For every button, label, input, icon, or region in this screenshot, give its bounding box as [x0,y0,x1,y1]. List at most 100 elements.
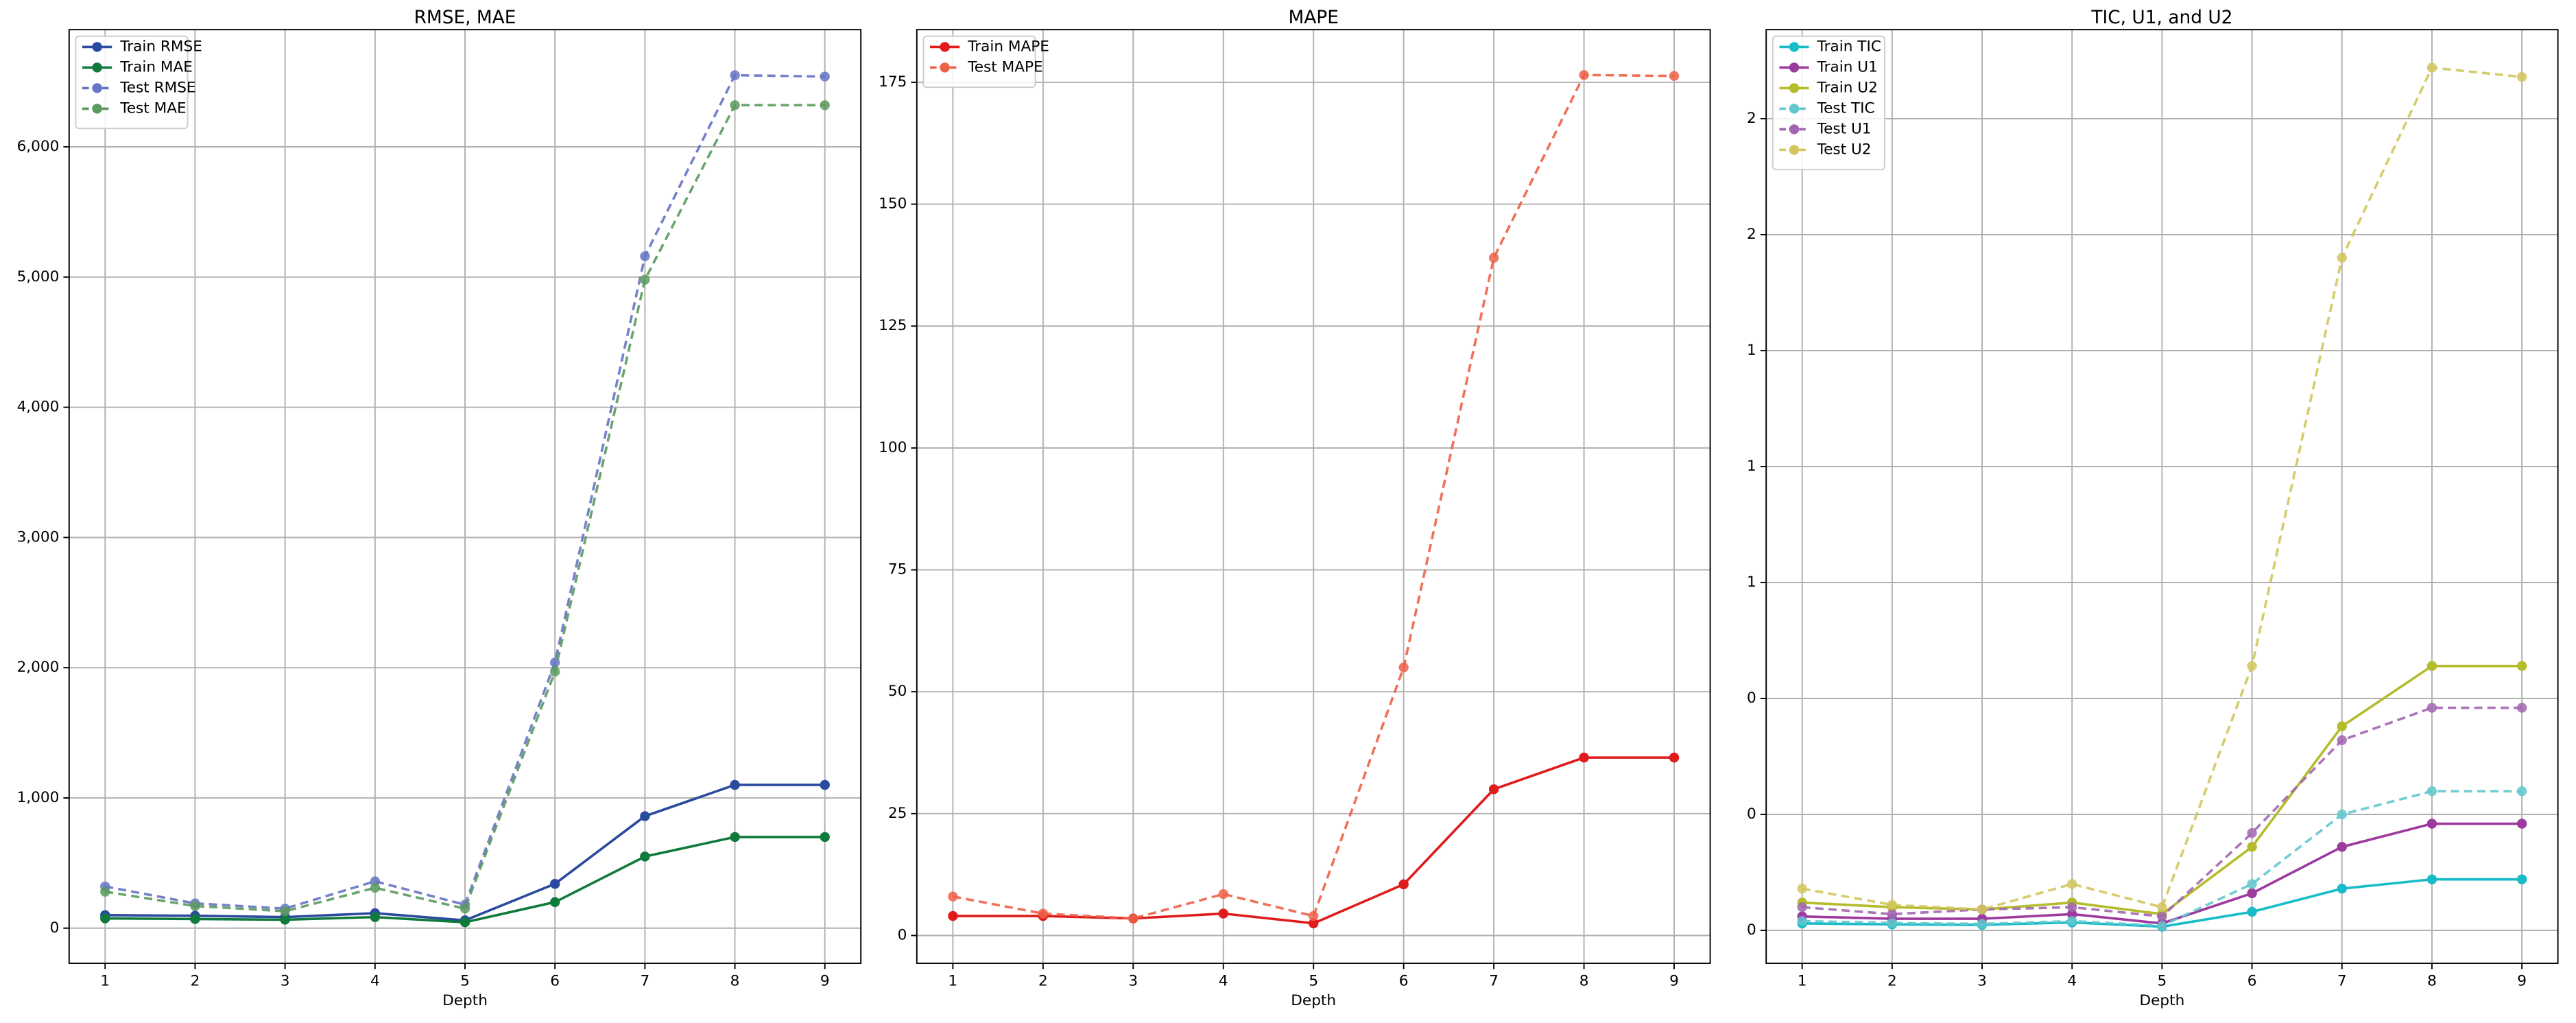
plot-frame [68,29,862,964]
y-tick-label: 175 [879,73,907,91]
data-point [948,910,958,921]
y-tick-label: 0 [1747,690,1756,707]
x-tick-label: 2 [1887,972,1897,989]
x-tick-label: 6 [550,972,560,989]
data-point [1797,902,1807,913]
data-point [640,274,650,285]
data-point [2157,911,2167,921]
data-point [640,251,650,261]
data-point [2247,879,2257,889]
data-point [2426,62,2437,73]
data-point [948,891,958,902]
data-point [2337,842,2347,852]
data-point [1128,913,1138,924]
subplot: TIC, U1, and U2 Depth 0 0 0 1 1 1 2 2 1 2 3 4 5 6 7 8 9 Tra… [1747,7,2559,1009]
data-point [2426,703,2437,713]
series-line [104,104,825,913]
data-point [1038,908,1049,919]
data-point [640,811,650,821]
y-tick-label: 2,000 [17,659,60,676]
y-tick-label: 150 [879,196,907,213]
data-point [730,70,740,80]
data-point [2067,879,2077,889]
subplot-title: RMSE, MAE [414,7,516,28]
data-point [1887,909,1898,919]
x-axis-label: Depth [442,992,488,1009]
legend-label: Test RMSE [119,79,195,96]
x-tick-label: 5 [460,972,470,989]
legend-label: Test MAPE [967,58,1042,75]
y-tick-label: 0 [1747,806,1756,823]
data-point [2516,786,2527,797]
data-point [1218,889,1228,899]
data-point [2337,735,2347,746]
data-point [1797,916,1807,926]
y-tick-label: 50 [888,683,907,700]
x-tick-label: 9 [820,972,830,989]
y-tick-label: 1,000 [17,789,60,806]
legend-label: Test U2 [1817,141,1872,158]
data-point [2247,906,2257,917]
subplot-title: TIC, U1, and U2 [2090,7,2232,28]
x-tick-label: 4 [1219,972,1228,989]
x-tick-label: 3 [1128,972,1138,989]
y-tick-label: 0 [1747,921,1756,939]
legend-label: Train MAE [119,58,193,75]
x-tick-label: 8 [730,972,740,989]
legend-marker [92,104,102,114]
data-point [2516,874,2527,884]
series-line [1802,66,2523,911]
x-tick-label: 8 [1579,972,1589,989]
data-point [2247,827,2257,838]
data-point [1977,904,1988,915]
x-tick-label: 7 [640,972,649,989]
legend-marker [940,42,950,52]
data-point [2067,902,2077,913]
y-tick-label: 1 [1747,574,1756,591]
data-point [2157,921,2167,931]
data-point [2067,916,2077,926]
legend-marker [92,42,102,52]
y-tick-label: 2 [1747,110,1756,127]
legend: Train TIC Train U1 Train U2 Test TIC Test U1… [1772,35,1885,171]
data-point [1797,883,1807,894]
legend: Train RMSE Train MAE Test RMSE Test MAE [75,35,202,130]
data-point [2247,661,2257,671]
data-point [730,100,740,110]
data-point [2067,909,2077,919]
y-tick-label: 3,000 [17,528,60,545]
data-point [370,912,381,922]
data-point [549,879,560,889]
legend-marker [1789,124,1800,134]
legend-marker [92,83,102,93]
data-point [820,71,830,82]
x-tick-label: 4 [2067,972,2077,989]
data-point [1669,752,1680,763]
data-point [280,906,290,917]
x-tick-label: 7 [2337,972,2347,989]
data-point [640,851,650,862]
data-point [1488,784,1499,795]
legend-label: Train TIC [1817,38,1881,55]
x-tick-label: 9 [1669,972,1679,989]
data-point [1977,919,1988,929]
y-tick-label: 125 [879,317,907,334]
x-tick-label: 7 [1489,972,1499,989]
y-tick-label: 0 [50,919,60,937]
y-tick-label: 5,000 [17,268,60,285]
data-point [100,913,110,924]
legend-label: Test MAE [119,99,186,117]
legend-label: Train MAPE [967,38,1049,55]
data-point [820,779,830,790]
x-tick-label: 3 [1977,972,1987,989]
legend-box [1772,35,1885,171]
data-point [2247,888,2257,899]
y-tick-label: 1 [1747,458,1756,475]
legend-marker [940,62,950,73]
legend-label: Test U1 [1817,120,1872,137]
subplot: RMSE, MAE Depth 0 1,000 2,000 3,000 4,000 5,000… [17,7,862,1009]
x-axis-label: Depth [1291,992,1336,1009]
data-point [549,666,560,677]
y-tick-label: 6,000 [17,138,60,155]
data-point [1579,752,1589,763]
